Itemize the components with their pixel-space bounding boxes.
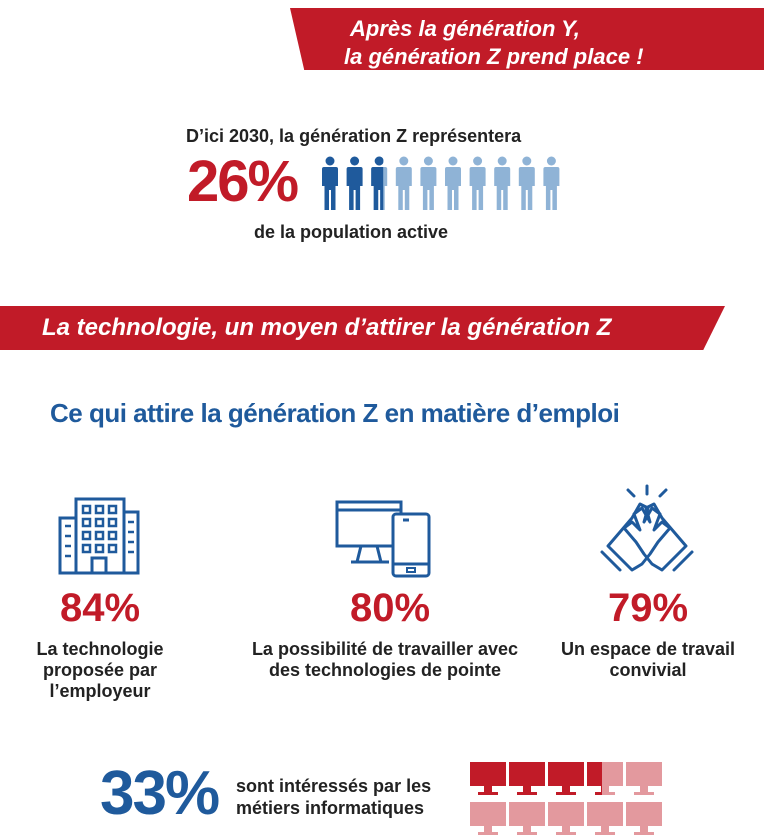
it-jobs-value: 33% — [100, 759, 220, 828]
stat-value-cutting-edge: 80% — [349, 586, 431, 630]
monitor-icon — [548, 762, 584, 795]
monitor-icon — [587, 802, 623, 835]
stat-label-technology: La technologie proposée par l’employeur — [36, 639, 164, 701]
person-icon — [518, 156, 535, 210]
header-banner-line2: la génération Z prend place ! — [344, 44, 644, 69]
monitor-icon — [548, 802, 584, 835]
stat-value-technology: 84% — [59, 586, 141, 630]
tech-banner — [0, 306, 725, 350]
population-stat-intro: D’ici 2030, la génération Z représentera — [186, 126, 522, 146]
person-icon — [445, 156, 461, 210]
monitor-icon — [470, 802, 506, 835]
person-icon — [469, 156, 486, 210]
tech-banner-text: La technologie, un moyen d’attirer la gé… — [42, 314, 612, 341]
people-icons — [322, 156, 560, 210]
it-jobs-line2: métiers informatiques — [236, 798, 425, 818]
person-icon — [420, 156, 437, 210]
header-banner-line1: Après la génération Y, — [350, 16, 580, 41]
stat-label-cutting-edge: La possibilité de travailler avec des te… — [251, 639, 519, 680]
devices-icon — [335, 500, 431, 578]
monitor-icon — [509, 802, 545, 835]
stat-value-workspace: 79% — [607, 586, 689, 630]
person-icon — [494, 156, 511, 210]
monitor-icon — [509, 762, 545, 795]
person-icon — [346, 156, 363, 210]
population-stat-value: 26% — [187, 149, 299, 214]
header-banner — [290, 8, 764, 70]
monitor-icon — [587, 762, 602, 795]
monitor-icon — [626, 802, 662, 835]
stat-label-workspace: Un espace de travail convivial — [560, 639, 736, 680]
monitor-icon — [470, 762, 506, 795]
person-icon — [322, 156, 338, 210]
handshake-icon — [600, 484, 694, 572]
monitor-icons — [470, 762, 662, 835]
population-stat-outro: de la population active — [254, 222, 449, 242]
person-icon — [543, 156, 560, 210]
building-icon — [58, 497, 140, 575]
person-icon — [395, 156, 412, 210]
monitor-icon — [626, 762, 662, 795]
person-icon — [371, 156, 384, 210]
it-jobs-line1: sont intéressés par les — [236, 776, 432, 796]
attract-heading: Ce qui attire la génération Z en matière… — [50, 398, 620, 428]
